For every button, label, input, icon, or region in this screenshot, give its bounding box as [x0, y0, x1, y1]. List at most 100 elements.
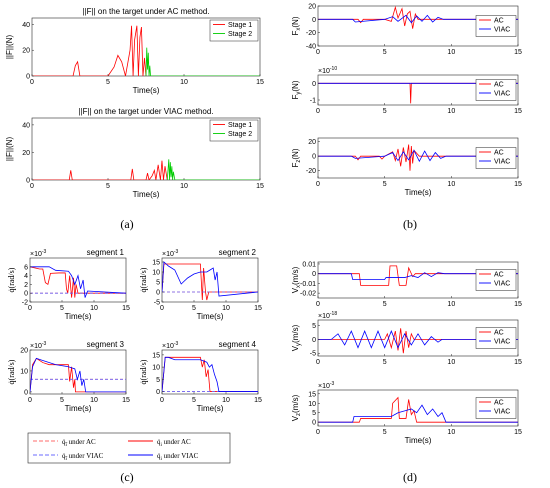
y-tick-label: 0: [156, 290, 160, 297]
chart-title: ||F|| on the target under VIAC method.: [78, 107, 213, 116]
y-tick-label: 0: [24, 389, 28, 396]
series-group: [318, 265, 518, 286]
panel-c-legend: q̇i̅ under AC q̇i under AC q̇i̅ under VI…: [27, 432, 231, 464]
legend: AC VIAC: [475, 79, 517, 101]
x-tick-label: 5: [383, 429, 387, 436]
x-axis-label: Time(s): [197, 404, 224, 413]
x-tick-label: 10: [90, 305, 98, 312]
y-tick-label: 5: [156, 280, 160, 287]
legend-label: AC: [494, 150, 504, 157]
y-tick-label: 40: [22, 22, 30, 29]
x-axis-label: Time(s): [65, 404, 92, 413]
legend-label: Stage 1: [228, 22, 252, 29]
legend-label-qbar-ac: q̇i̅ under AC: [62, 438, 96, 448]
y-tick-label: 6: [24, 264, 28, 271]
y-tick-label: 15: [152, 352, 160, 359]
y-axis-label: ||F||(N): [5, 137, 14, 162]
y-tick-label: 4: [24, 273, 28, 280]
x-tick-label: 0: [316, 181, 320, 188]
x-tick-label: 0: [316, 359, 320, 366]
chart-title: segment 3: [87, 340, 125, 349]
series-line-1: [318, 328, 518, 354]
y-exponent: ×10-3: [318, 381, 335, 390]
x-tick-label: 15: [256, 183, 264, 190]
panel-label-b: (b): [403, 217, 417, 231]
series-line-1: [32, 160, 168, 180]
series-line-2: [318, 330, 518, 349]
plot-frame: [29, 349, 127, 395]
legend-box: [475, 327, 517, 349]
series-line-4: [30, 357, 126, 393]
y-tick-label: 10: [20, 368, 28, 375]
series-line-4: [162, 261, 258, 297]
x-tick-label: 10: [447, 301, 455, 308]
series-line-4: [30, 266, 126, 298]
series-line-2: [318, 404, 518, 423]
x-tick-label: 0: [30, 183, 34, 190]
x-tick-label: 5: [383, 181, 387, 188]
x-tick-label: 5: [383, 108, 387, 115]
y-tick-label: 0: [312, 420, 316, 427]
series-line-4: [162, 356, 258, 392]
x-tick-label: 15: [514, 49, 522, 56]
legend-box: [475, 397, 517, 419]
y-exponent: ×10-3: [30, 249, 47, 258]
y-tick-label: 20: [308, 4, 316, 11]
x-tick-label: 15: [122, 397, 130, 404]
x-tick-label: 10: [180, 79, 188, 86]
legend: AC VIAC: [475, 147, 517, 169]
legend: Stage 1 Stage 2: [209, 19, 259, 42]
x-axis-label: Time(s): [405, 188, 432, 197]
y-tick-label: -40: [306, 44, 316, 51]
series-group: [318, 144, 518, 171]
x-tick-label: 5: [106, 183, 110, 190]
y-axis-label: Vx(m/s): [291, 266, 302, 293]
x-axis-label: Time(s): [197, 312, 224, 321]
y-tick-label: -20: [306, 30, 316, 37]
x-tick-label: 0: [316, 49, 320, 56]
x-tick-label: 0: [316, 429, 320, 436]
series-group: [162, 261, 258, 301]
legend-label: VIAC: [494, 409, 510, 416]
series-group: [30, 357, 126, 393]
y-axis-label: q̇(rad/s): [7, 267, 16, 292]
legend-box: [475, 269, 517, 291]
legend-label: VIAC: [494, 159, 510, 166]
x-tick-label: 5: [60, 397, 64, 404]
legend: AC VIAC: [475, 15, 517, 37]
x-tick-label: 0: [28, 397, 32, 404]
y-axis-label: Fz(N): [291, 148, 302, 167]
chart-a2: 0 5 10 15 0 20 40 ||F|| on the target under VIA…: [5, 107, 264, 199]
x-axis-label: Time(s): [133, 86, 160, 95]
y-exponent: ×10-3: [30, 341, 47, 350]
series-group: [32, 159, 260, 180]
x-tick-label: 15: [122, 305, 130, 312]
y-axis-label: ||F||(N): [5, 35, 14, 60]
y-axis-label: Fy(N): [291, 80, 302, 99]
y-tick-label: -1: [310, 98, 316, 105]
legend-label: Stage 2: [228, 131, 252, 138]
y-exponent: ×10-10: [318, 66, 337, 75]
y-axis-label: q̇(rad/s): [7, 359, 16, 384]
y-tick-label: 5: [156, 377, 160, 384]
y-tick-label: 10: [152, 270, 160, 277]
x-tick-label: 10: [222, 305, 230, 312]
y-tick-label: 0: [312, 154, 316, 161]
x-tick-label: 5: [192, 305, 196, 312]
series-group: [162, 356, 258, 392]
x-tick-label: 10: [447, 359, 455, 366]
y-tick-label: 20: [22, 150, 30, 157]
x-tick-label: 10: [222, 397, 230, 404]
series-group: [318, 328, 518, 354]
y-axis-label: Vy(m/s): [291, 324, 302, 351]
y-tick-label: -0.02: [300, 291, 316, 298]
y-tick-label: 20: [308, 139, 316, 146]
y-tick-label: 0: [156, 389, 160, 396]
y-tick-label: 2: [24, 282, 28, 289]
y-tick-label: 0: [26, 178, 30, 185]
series-line-2: [318, 149, 518, 163]
